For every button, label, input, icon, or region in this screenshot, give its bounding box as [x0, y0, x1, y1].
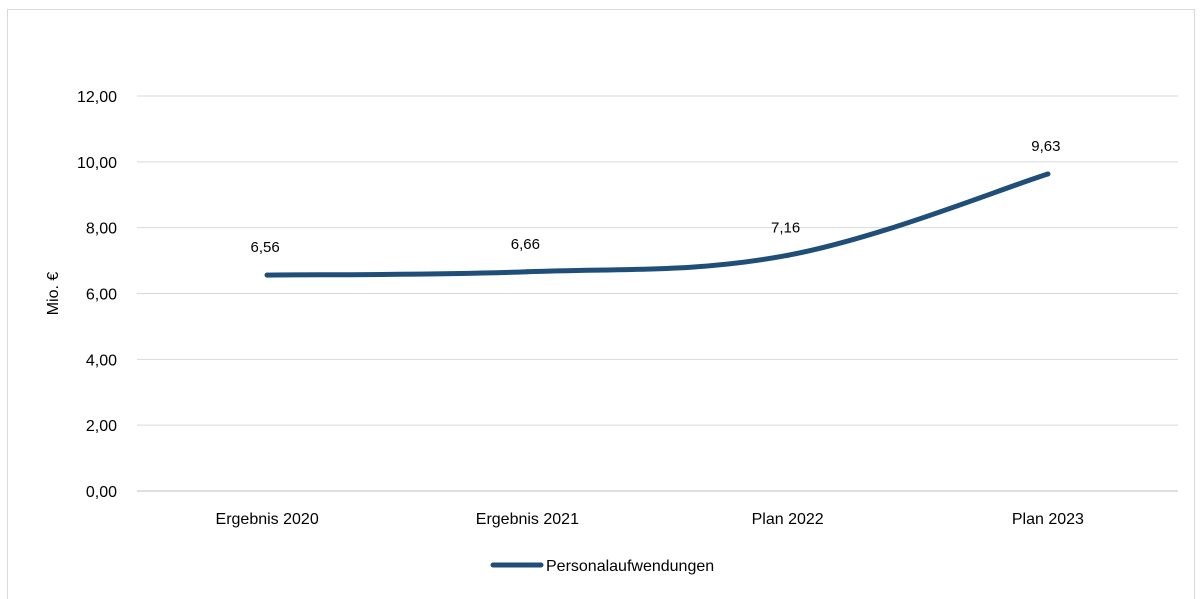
legend-label: Personalaufwendungen: [546, 558, 714, 575]
x-tick-label: Plan 2022: [752, 511, 824, 528]
y-axis-title: Mio. €: [45, 272, 62, 316]
series-layer: [264, 171, 1051, 278]
y-axis-ticks: 0,00 2,00 4,00 6,00 8,00 10,00 12,00: [77, 89, 117, 501]
data-point: [524, 269, 530, 275]
data-labels: 6,56 6,66 7,16 9,63: [251, 138, 1061, 256]
y-tick-label: 8,00: [86, 221, 117, 238]
x-axis-ticks: Ergebnis 2020 Ergebnis 2021 Plan 2022 Plan …: [216, 511, 1084, 528]
series-line: [264, 171, 1051, 278]
x-tick-label: Plan 2023: [1012, 511, 1084, 528]
data-label: 6,66: [511, 236, 540, 253]
data-point: [264, 272, 270, 278]
y-tick-label: 10,00: [77, 155, 117, 172]
y-tick-label: 4,00: [86, 352, 117, 369]
y-tick-label: 12,00: [77, 89, 117, 106]
chart-frame: [7, 9, 1195, 599]
legend: Personalaufwendungen: [490, 558, 714, 575]
data-label: 7,16: [771, 219, 800, 236]
data-point: [785, 252, 791, 258]
data-label: 9,63: [1031, 138, 1060, 155]
gridlines: [137, 95, 1178, 492]
data-point: [1045, 171, 1051, 177]
x-tick-label: Ergebnis 2020: [216, 511, 319, 528]
y-tick-label: 6,00: [86, 287, 117, 304]
x-tick-label: Ergebnis 2021: [476, 511, 579, 528]
data-label: 6,56: [251, 239, 280, 256]
y-tick-label: 2,00: [86, 418, 117, 435]
y-tick-label: 0,00: [86, 484, 117, 501]
